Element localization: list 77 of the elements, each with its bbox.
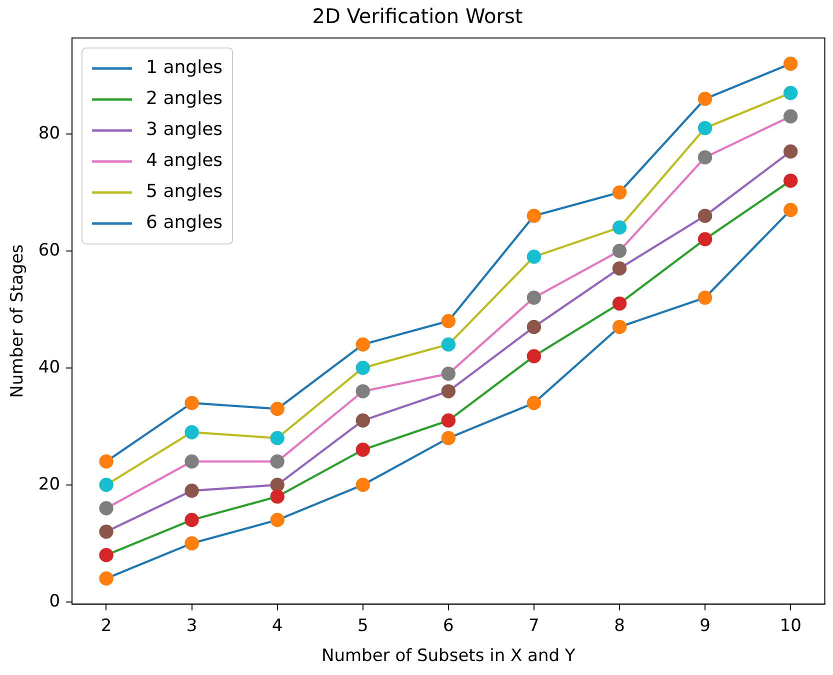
point bbox=[612, 220, 627, 235]
point bbox=[356, 442, 370, 457]
point bbox=[99, 524, 114, 539]
point bbox=[184, 425, 199, 440]
x-tick-label: 10 bbox=[780, 616, 802, 636]
point bbox=[526, 208, 542, 223]
point bbox=[698, 120, 712, 136]
point bbox=[270, 402, 284, 416]
point bbox=[526, 396, 542, 410]
point bbox=[441, 337, 456, 352]
point bbox=[441, 430, 456, 446]
point bbox=[270, 489, 284, 504]
point bbox=[526, 250, 542, 264]
point bbox=[783, 202, 798, 218]
point bbox=[612, 185, 627, 200]
x-axis-title: Number of Subsets in X and Y bbox=[322, 646, 576, 666]
x-tick-label: 2 bbox=[100, 616, 112, 636]
y-tick-label: 0 bbox=[49, 591, 60, 612]
point bbox=[99, 571, 114, 586]
y-tick-label: 80 bbox=[38, 123, 60, 144]
x-tick-label: 7 bbox=[528, 616, 540, 636]
point bbox=[783, 56, 798, 71]
point bbox=[698, 232, 712, 246]
y-tick-label: 40 bbox=[38, 357, 60, 378]
point bbox=[441, 366, 456, 381]
point bbox=[356, 360, 370, 375]
x-tick-label: 3 bbox=[186, 616, 198, 636]
point bbox=[356, 384, 370, 398]
point bbox=[698, 290, 712, 305]
point bbox=[184, 512, 199, 528]
legend-label: 2 angles bbox=[146, 88, 223, 110]
point bbox=[526, 349, 542, 364]
point bbox=[698, 92, 712, 106]
point bbox=[783, 144, 798, 159]
point bbox=[441, 413, 456, 428]
chart-title: 2D Verification Worst bbox=[312, 4, 523, 28]
point bbox=[184, 536, 199, 550]
point bbox=[612, 296, 627, 311]
x-tick-label: 8 bbox=[614, 616, 625, 636]
point bbox=[99, 548, 114, 562]
point bbox=[184, 396, 199, 410]
point bbox=[184, 454, 199, 469]
legend-label: 3 angles bbox=[146, 119, 223, 140]
x-tick-label: 4 bbox=[272, 616, 283, 636]
x-tick-label: 9 bbox=[700, 616, 710, 636]
point bbox=[526, 290, 542, 305]
point bbox=[99, 478, 114, 492]
point bbox=[612, 320, 627, 334]
point bbox=[612, 261, 627, 276]
y-tick-label: 60 bbox=[38, 240, 60, 260]
point bbox=[270, 430, 284, 446]
point bbox=[356, 478, 370, 492]
point bbox=[270, 454, 284, 469]
point bbox=[526, 320, 542, 334]
x-tick-label: 6 bbox=[443, 616, 454, 636]
legend-label: 4 angles bbox=[146, 150, 223, 172]
point bbox=[356, 413, 370, 428]
point bbox=[698, 208, 712, 223]
y-tick-label: 20 bbox=[38, 474, 60, 494]
point bbox=[99, 454, 114, 469]
point bbox=[270, 512, 284, 528]
point bbox=[441, 384, 456, 398]
legend-label: 5 angles bbox=[146, 181, 223, 202]
point bbox=[184, 484, 199, 498]
point bbox=[783, 174, 798, 188]
y-axis-title: Number of Stages bbox=[8, 244, 28, 398]
x-tick-label: 5 bbox=[357, 616, 368, 636]
point bbox=[783, 109, 798, 124]
point bbox=[356, 337, 370, 352]
point bbox=[99, 501, 114, 516]
point bbox=[783, 86, 798, 100]
point bbox=[698, 150, 712, 164]
point bbox=[270, 478, 284, 492]
point bbox=[441, 314, 456, 328]
legend-label: 1 angles bbox=[146, 57, 223, 78]
point bbox=[612, 244, 627, 258]
legend-label: 6 angles bbox=[146, 212, 223, 234]
